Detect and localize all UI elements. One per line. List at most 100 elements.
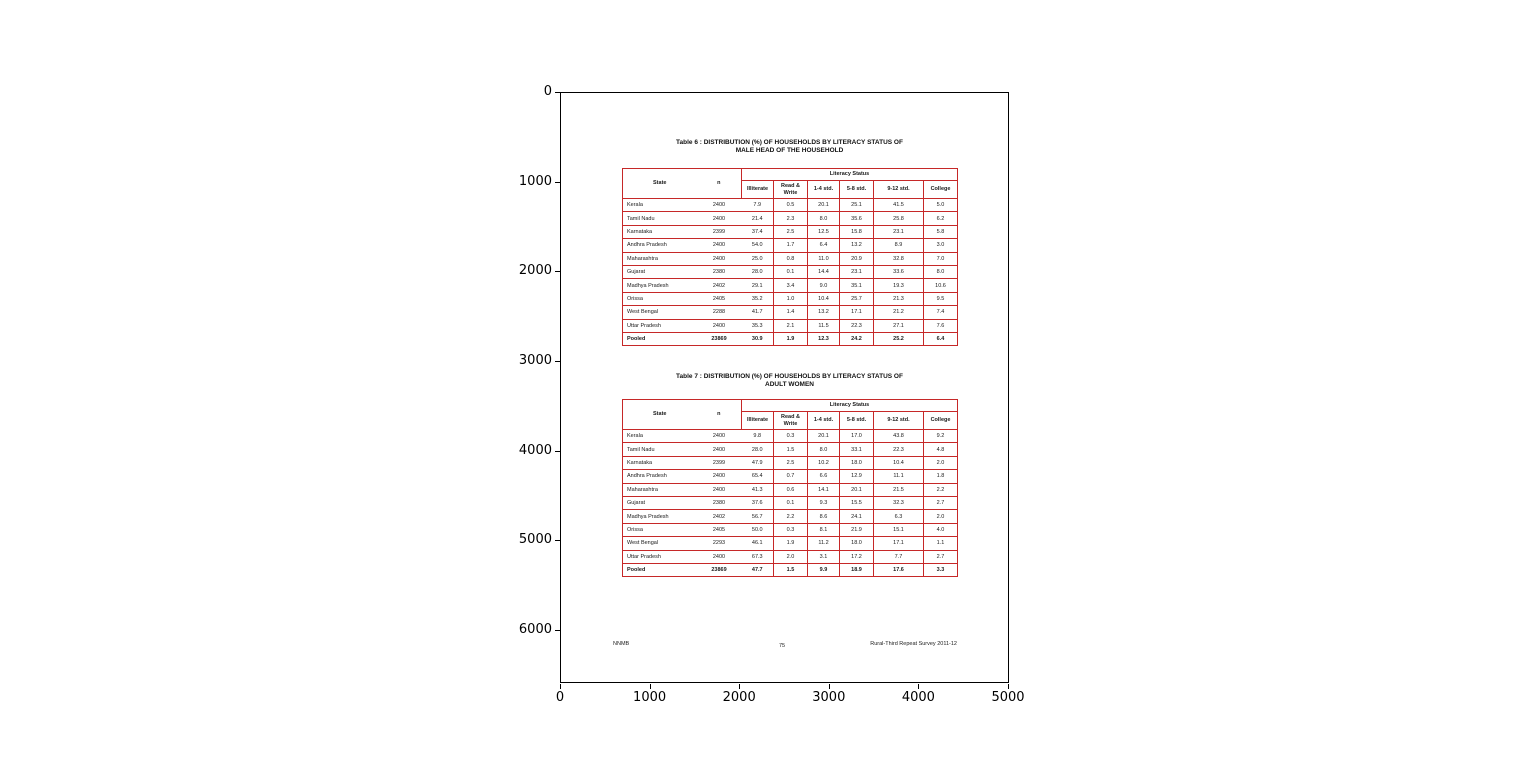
value-cell: 28.0 [741, 442, 774, 457]
value-cell: 8.1 [807, 522, 840, 537]
y-tick-mark [555, 361, 560, 362]
value-cell: 9.2 [923, 428, 958, 443]
value-cell: 29.1 [741, 278, 774, 293]
col-header-3: Read & Write [773, 411, 808, 430]
value-cell: 7.4 [923, 305, 958, 320]
col-header-6: 9-12 std. [873, 180, 924, 199]
value-cell: 4.0 [923, 522, 958, 537]
value-cell: 17.1 [873, 536, 924, 551]
value-cell: 2293 [696, 536, 742, 551]
value-cell: 21.4 [741, 211, 774, 226]
value-cell: 0.1 [773, 264, 808, 279]
value-cell: 2.0 [923, 509, 958, 524]
value-cell: 1.5 [773, 562, 808, 577]
value-cell: 20.1 [839, 482, 874, 497]
value-cell: 8.0 [923, 264, 958, 279]
x-tick-mark [560, 684, 561, 689]
table-header-row: Illiterate Read & Write 1-4 std. 5-8 std. 9-… [623, 180, 958, 199]
value-cell: 9.5 [923, 291, 958, 306]
x-tick-label: 1000 [633, 690, 667, 705]
table-header-row: Illiterate Read & Write 1-4 std. 5-8 std. 9-… [623, 411, 958, 430]
y-tick-label: 0 [543, 84, 552, 99]
value-cell: 11.2 [807, 536, 840, 551]
state-cell: Madhya Pradesh [622, 509, 697, 524]
col-header-5: 5-8 std. [839, 180, 874, 199]
table-row: Pooled 23869 47.7 1.5 9.9 18.9 17.6 3.3 [622, 562, 958, 577]
table7-title: Table 7 : DISTRIBUTION (%) OF HOUSEHOLDS… [622, 373, 957, 389]
value-cell: 7.0 [923, 251, 958, 266]
value-cell: 65.4 [741, 469, 774, 484]
value-cell: 2.3 [773, 211, 808, 226]
value-cell: 9.8 [741, 428, 774, 443]
state-cell: Kerala [622, 197, 697, 212]
state-cell: Madhya Pradesh [622, 278, 697, 293]
table-row: Gujarat 2380 28.0 0.1 14.4 23.1 33.6 8.0 [622, 264, 958, 279]
x-tick-mark [918, 684, 920, 689]
value-cell: 11.5 [807, 318, 840, 333]
state-cell: Andhra Pradesh [622, 238, 697, 253]
value-cell: 20.1 [807, 197, 840, 212]
value-cell: 14.4 [807, 264, 840, 279]
state-cell: Andhra Pradesh [622, 469, 697, 484]
value-cell: 10.6 [923, 278, 958, 293]
value-cell: 17.1 [839, 305, 874, 320]
value-cell: 35.1 [839, 278, 874, 293]
col-header-2: Illiterate [741, 411, 774, 430]
figure-axes: Table 6 : DISTRIBUTION (%) OF HOUSEHOLDS… [560, 92, 1009, 683]
value-cell: 18.0 [839, 536, 874, 551]
value-cell: 2.7 [923, 495, 958, 510]
value-cell: 3.3 [923, 562, 958, 577]
table7-title-line2: ADULT WOMEN [765, 380, 814, 388]
state-cell: Orissa [622, 522, 697, 537]
value-cell: 21.5 [873, 482, 924, 497]
value-cell: 25.8 [873, 211, 924, 226]
value-cell: 41.5 [873, 197, 924, 212]
table-row: Kerala 2400 7.9 0.5 20.1 25.1 41.5 5.0 [622, 197, 958, 212]
value-cell: 3.4 [773, 278, 808, 293]
value-cell: 23869 [696, 331, 742, 346]
value-cell: 2405 [696, 291, 742, 306]
value-cell: 33.1 [839, 442, 874, 457]
state-cell: Gujarat [622, 264, 697, 279]
value-cell: 20.1 [807, 428, 840, 443]
value-cell: 11.1 [873, 469, 924, 484]
x-tick-mark [649, 684, 651, 689]
value-cell: 18.0 [839, 455, 874, 470]
value-cell: 9.9 [807, 562, 840, 577]
value-cell: 25.0 [741, 251, 774, 266]
value-cell: 6.4 [807, 238, 840, 253]
value-cell: 25.7 [839, 291, 874, 306]
value-cell: 2400 [696, 549, 742, 564]
value-cell: 2.2 [773, 509, 808, 524]
table-row: Orissa 2405 50.0 0.3 8.1 21.9 15.1 4.0 [622, 522, 958, 537]
value-cell: 2402 [696, 278, 742, 293]
value-cell: 2.0 [923, 455, 958, 470]
table6-title-line2: MALE HEAD OF THE HOUSEHOLD [735, 146, 844, 154]
value-cell: 0.7 [773, 469, 808, 484]
value-cell: 0.3 [773, 428, 808, 443]
y-tick-mark [555, 540, 560, 542]
state-cell: Uttar Pradesh [622, 318, 697, 333]
table-row: Madhya Pradesh 2402 29.1 3.4 9.0 35.1 19.3 10.6 [622, 278, 958, 293]
value-cell: 12.3 [807, 331, 840, 346]
value-cell: 21.3 [873, 291, 924, 306]
value-cell: 15.1 [873, 522, 924, 537]
value-cell: 41.7 [741, 305, 774, 320]
value-cell: 15.8 [839, 224, 874, 239]
value-cell: 23.1 [839, 264, 874, 279]
y-tick-label: 2000 [518, 263, 552, 279]
col-header-n: n [717, 411, 721, 418]
value-cell: 2400 [696, 251, 742, 266]
table7-title-line1: Table 7 : DISTRIBUTION (%) OF HOUSEHOLDS… [676, 373, 903, 380]
value-cell: 10.2 [807, 455, 840, 470]
value-cell: 8.9 [873, 238, 924, 253]
value-cell: 1.8 [923, 469, 958, 484]
col-header-state: State [653, 180, 667, 187]
table6-title: Table 6 : DISTRIBUTION (%) OF HOUSEHOLDS… [622, 139, 957, 155]
table-header-group-row: State n Literacy Status [623, 399, 958, 417]
y-tick-label: 1000 [518, 173, 552, 189]
x-tick-label: 5000 [991, 690, 1025, 705]
value-cell: 2400 [696, 318, 742, 333]
value-cell: 23869 [696, 562, 742, 577]
value-cell: 1.4 [773, 305, 808, 320]
